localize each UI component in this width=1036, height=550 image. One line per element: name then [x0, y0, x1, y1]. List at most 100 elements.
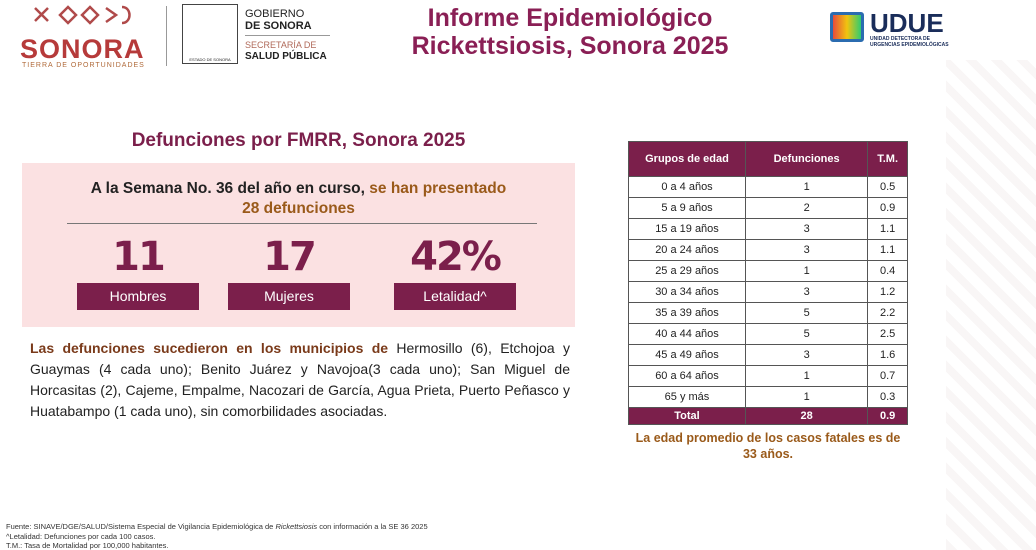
coat-of-arms: ESTADO DE SONORA	[182, 4, 238, 64]
logo-ornament	[34, 5, 131, 25]
title: Informe Epidemiológico Rickettsiosis, So…	[360, 4, 780, 60]
table-cell: 0.7	[867, 365, 908, 387]
udue-line: URGENCIAS EPIDEMIOLÓGICAS	[870, 42, 949, 48]
municipalities-text: Hermosillo (6), Etchojoa y Guaymas (4 ca…	[30, 340, 571, 419]
stat: 42% Letalidad^	[394, 235, 516, 310]
divider	[166, 6, 167, 66]
table-cell: 2.2	[867, 302, 908, 324]
gob-line1: GOBIERNO	[245, 8, 305, 20]
summary: A la Semana No. 36 del año en curso, se …	[89, 179, 509, 219]
table-cell: 60 a 64 años	[628, 365, 746, 387]
municipalities: Las defunciones sucedieron en los munici…	[30, 338, 570, 422]
title-line: Rickettsiosis, Sonora 2025	[411, 32, 729, 60]
footer-note: T.M.: Tasa de Mortalidad por 100,000 hab…	[6, 541, 169, 550]
table-row: 25 a 29 años 1 0.4	[628, 260, 908, 282]
table-cell: 1	[744, 176, 869, 198]
table-cell: 20 a 24 años	[628, 239, 746, 261]
table-cell: 2	[744, 197, 869, 219]
total-cell: 28	[744, 407, 869, 425]
table-cell: 1.1	[867, 218, 908, 240]
source-post: con información a la SE 36 2025	[317, 522, 428, 531]
udue-name: UDUE	[870, 8, 944, 38]
table-row: 5 a 9 años 2 0.9	[628, 197, 908, 219]
table-cell: 35 a 39 años	[628, 302, 746, 324]
stat-value: 11	[112, 234, 166, 280]
stat-value: 17	[263, 234, 317, 280]
table-cell: 3	[744, 281, 869, 303]
background-pattern	[946, 60, 1036, 550]
header-cell: T.M.	[867, 141, 908, 177]
table-cell: 40 a 44 años	[628, 323, 746, 345]
table-cell: 30 a 34 años	[628, 281, 746, 303]
table-cell: 15 a 19 años	[628, 218, 746, 240]
table-note: La edad promedio de los casos fatales es…	[635, 431, 901, 461]
logo-tagline: TIERRA DE OPORTUNIDADES	[22, 62, 145, 69]
table-cell: 1.1	[867, 239, 908, 261]
stat-value: 42%	[410, 234, 502, 280]
table-row: 60 a 64 años 1 0.7	[628, 365, 908, 387]
table-cell: 5 a 9 años	[628, 197, 746, 219]
coat-label: ESTADO DE SONORA	[189, 57, 231, 62]
source-pre: Fuente: SINAVE/DGE/SALUD/Sistema Especia…	[6, 522, 276, 531]
table-row: 65 y más 1 0.3	[628, 386, 908, 408]
table-row: 20 a 24 años 3 1.1	[628, 239, 908, 261]
table-cell: 1	[744, 386, 869, 408]
table-row: 40 a 44 años 5 2.5	[628, 323, 908, 345]
title-line: Informe Epidemiológico	[427, 4, 713, 32]
total-cell: 0.9	[867, 407, 908, 425]
table-cell: 0.9	[867, 197, 908, 219]
gobierno-logo: GOBIERNO DE SONORA SECRETARÍA DE SALUD P…	[245, 8, 330, 63]
table-row: 30 a 34 años 3 1.2	[628, 281, 908, 303]
table-row: 15 a 19 años 3 1.1	[628, 218, 908, 240]
table-cell: 0.4	[867, 260, 908, 282]
table-cell: 2.5	[867, 323, 908, 345]
stat: 17 Mujeres	[228, 235, 350, 310]
source-italic: Rickettsiosis	[275, 522, 318, 531]
table-cell: 1	[744, 365, 869, 387]
udue-icon	[830, 12, 864, 42]
sec-line2: SALUD PÚBLICA	[245, 51, 327, 62]
table-cell: 5	[744, 302, 869, 324]
table-cell: 1.2	[867, 281, 908, 303]
table-row: 0 a 4 años 1 0.5	[628, 176, 908, 198]
summary-lead: A la Semana No. 36 del año en curso,	[90, 180, 365, 197]
table-cell: 1.6	[867, 344, 908, 366]
total-cell: Total	[628, 407, 746, 425]
header-row: Grupos de edad Defunciones T.M.	[628, 141, 908, 177]
footer-source: Fuente: SINAVE/DGE/SALUD/Sistema Especia…	[6, 522, 428, 531]
stat: 11 Hombres	[77, 235, 199, 310]
section-title: Defunciones por FMRR, Sonora 2025	[131, 130, 466, 151]
table-cell: 0 a 4 años	[628, 176, 746, 198]
municipalities-lead: Las defunciones sucedieron en los munici…	[30, 340, 389, 356]
total-row: Total 28 0.9	[628, 407, 908, 425]
table-cell: 5	[744, 323, 869, 345]
udue-logo: UDUE UNIDAD DETECTORA DE URGENCIAS EPIDE…	[830, 10, 949, 48]
sonora-logo: SONORA TIERRA DE OPORTUNIDADES	[20, 3, 150, 69]
table-cell: 3	[744, 344, 869, 366]
age-table: Grupos de edad Defunciones T.M. 0 a 4 años…	[628, 141, 908, 425]
table-cell: 25 a 29 años	[628, 260, 746, 282]
header-cell: Defunciones	[744, 141, 869, 177]
table-cell: 65 y más	[628, 386, 746, 408]
table-cell: 0.3	[867, 386, 908, 408]
table-cell: 1	[744, 260, 869, 282]
table-row: 35 a 39 años 5 2.2	[628, 302, 908, 324]
table-cell: 3	[744, 239, 869, 261]
table-cell: 0.5	[867, 176, 908, 198]
table-cell: 45 a 49 años	[628, 344, 746, 366]
table-cell: 3	[744, 218, 869, 240]
footer-note: ^Letalidad: Defunciones por cada 100 cas…	[6, 532, 156, 541]
stat-label: Letalidad^	[394, 283, 516, 310]
udue-line: UNIDAD DETECTORA DE	[870, 36, 931, 42]
summary-box: A la Semana No. 36 del año en curso, se …	[22, 163, 575, 327]
separator	[67, 223, 537, 224]
sec-line1: SECRETARÍA DE	[245, 40, 317, 50]
table-row: 45 a 49 años 3 1.6	[628, 344, 908, 366]
stat-label: Hombres	[77, 283, 199, 310]
logo-name: SONORA	[20, 34, 145, 64]
gob-line2: DE SONORA	[245, 20, 312, 32]
header-cell: Grupos de edad	[628, 141, 746, 177]
summary-highlight: se han presentado 28 defunciones	[242, 180, 507, 217]
